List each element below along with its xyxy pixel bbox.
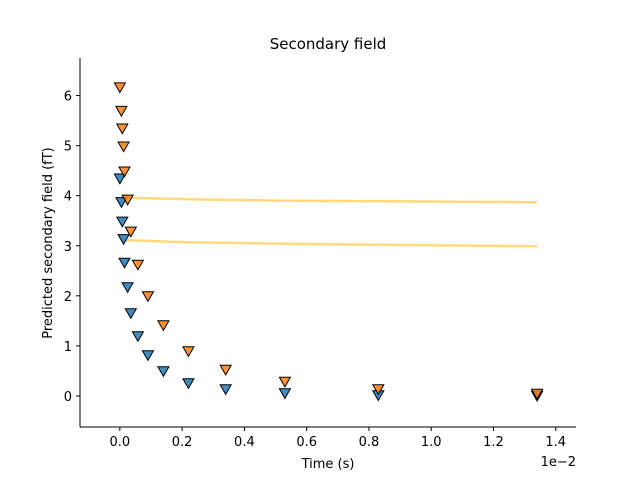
y-axis-label: Predicted secondary field (fT) — [41, 147, 56, 339]
data-point-series-2 — [182, 346, 195, 358]
data-point-series-2 — [115, 123, 129, 135]
x-tick-label: 1.4 — [545, 435, 566, 450]
y-tick-label: 3 — [64, 240, 72, 255]
y-axis-ticks: 0 1 2 3 4 5 6 — [64, 90, 80, 405]
trend-line-2 — [126, 238, 538, 248]
x-tick-label: 1.0 — [421, 435, 442, 450]
data-point-series-2 — [113, 82, 127, 94]
data-point-series-2 — [131, 259, 145, 271]
x-axis-label: Time (s) — [301, 457, 355, 472]
x-tick-label: 0.6 — [296, 435, 317, 450]
data-point-series-1 — [141, 350, 155, 362]
data-point-series-1 — [278, 388, 292, 400]
y-tick-label: 2 — [64, 290, 72, 305]
y-tick-label: 5 — [64, 140, 72, 155]
data-point-series-2 — [118, 166, 131, 178]
data-point-series-2 — [371, 384, 385, 396]
data-point-series-2 — [278, 376, 292, 388]
x-tick-label: 0.4 — [234, 435, 255, 450]
data-point-series-2 — [117, 141, 130, 153]
data-point-series-2 — [219, 364, 233, 376]
x-axis-offset-label: 1e−2 — [541, 455, 576, 470]
data-points — [113, 82, 544, 403]
y-tick-label: 1 — [64, 340, 72, 355]
data-point-series-1 — [124, 308, 138, 320]
y-tick-label: 0 — [64, 390, 72, 405]
data-point-series-2 — [141, 291, 155, 303]
data-point-series-1 — [117, 234, 130, 246]
data-point-series-1 — [182, 378, 195, 390]
x-axis-ticks: 0.0 0.2 0.4 0.6 0.8 1.0 1.2 1.4 — [110, 427, 566, 450]
data-point-series-1 — [118, 257, 131, 269]
chart-title: Secondary field — [270, 35, 387, 53]
data-point-series-2 — [157, 320, 170, 332]
x-tick-label: 0.2 — [172, 435, 193, 450]
data-point-series-1 — [131, 331, 145, 343]
data-point-series-2 — [121, 194, 134, 206]
data-point-series-2 — [124, 226, 138, 238]
data-point-series-1 — [113, 173, 127, 185]
trend-line-1 — [126, 196, 538, 204]
y-tick-label: 6 — [64, 90, 72, 105]
data-point-series-1 — [121, 282, 134, 294]
data-point-series-1 — [157, 366, 170, 378]
data-point-series-1 — [219, 384, 233, 396]
trend-lines — [126, 196, 538, 248]
x-tick-label: 1.2 — [483, 435, 504, 450]
data-point-series-1 — [115, 216, 129, 228]
data-point-series-2 — [115, 105, 128, 118]
x-tick-label: 0.8 — [359, 435, 380, 450]
y-tick-label: 4 — [64, 190, 72, 205]
data-point-series-1 — [115, 197, 128, 209]
x-tick-label: 0.0 — [110, 435, 131, 450]
data-point-series-2 — [530, 388, 544, 401]
